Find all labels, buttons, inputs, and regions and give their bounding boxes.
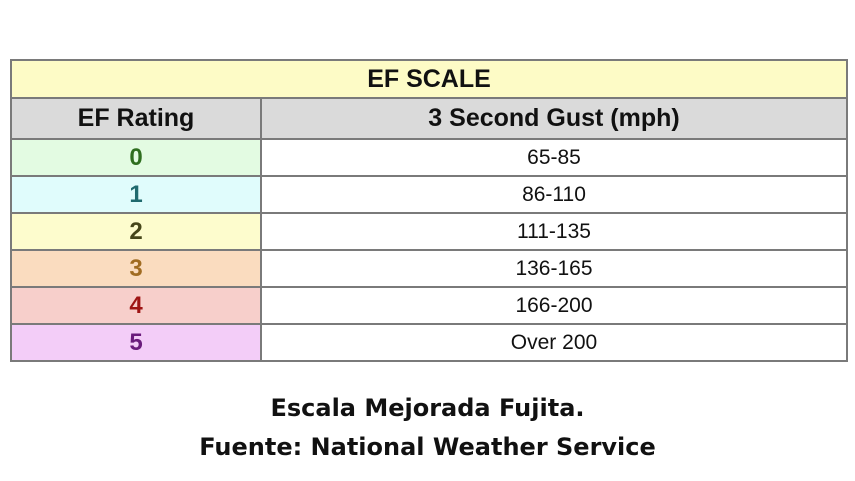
gust-cell: 136-165: [260, 249, 848, 288]
table-title: EF SCALE: [10, 59, 848, 99]
ef-table: EF SCALE EF Rating 3 Second Gust (mph) 0…: [10, 59, 848, 362]
rating-cell: 1: [10, 175, 262, 214]
caption: Escala Mejorada Fujita.: [270, 394, 585, 422]
rating-cell: 3: [10, 249, 262, 288]
gust-cell: 111-135: [260, 212, 848, 251]
table-row: 4 166-200: [10, 286, 848, 325]
rating-cell: 2: [10, 212, 262, 251]
gust-cell: 166-200: [260, 286, 848, 325]
table-row: 2 111-135: [10, 212, 848, 251]
table-row: 5 Over 200: [10, 323, 848, 362]
header-cell: EF Rating: [10, 97, 262, 140]
gust-cell: 86-110: [260, 175, 848, 214]
table-row: 3 136-165: [10, 249, 848, 288]
table-row: 0 65-85: [10, 138, 848, 177]
rating-cell: 4: [10, 286, 262, 325]
header-row: EF Rating 3 Second Gust (mph): [10, 97, 848, 140]
header-cell: 3 Second Gust (mph): [260, 97, 848, 140]
rating-cell: 5: [10, 323, 262, 362]
gust-cell: Over 200: [260, 323, 848, 362]
gust-cell: 65-85: [260, 138, 848, 177]
rating-cell: 0: [10, 138, 262, 177]
table-row: 1 86-110: [10, 175, 848, 214]
caption: Fuente: National Weather Service: [199, 433, 656, 461]
title-row: EF SCALE: [10, 59, 848, 99]
